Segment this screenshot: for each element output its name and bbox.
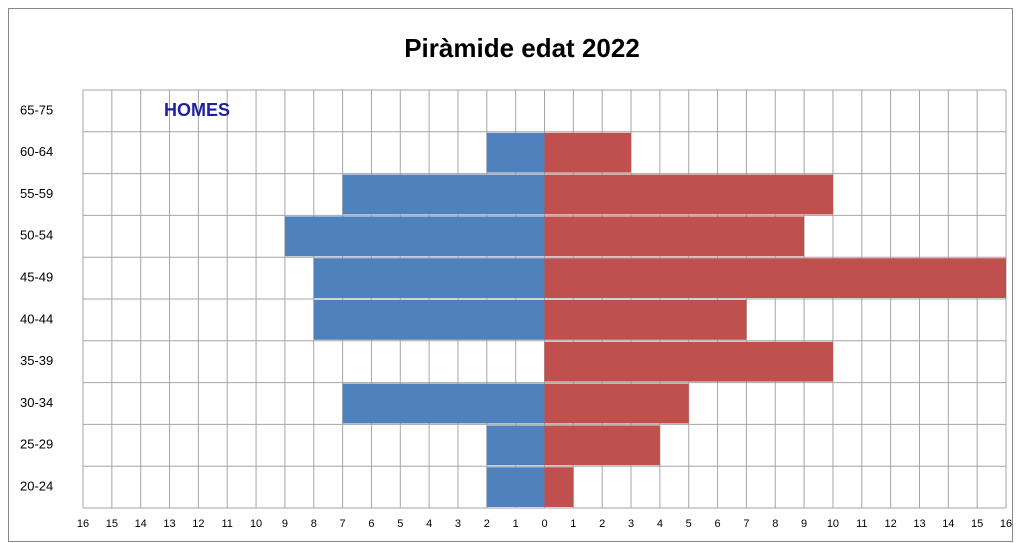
x-tick-label: 1 bbox=[570, 518, 576, 530]
x-tick-label: 13 bbox=[913, 518, 925, 530]
x-tick-label: 12 bbox=[192, 518, 204, 530]
bar bbox=[544, 174, 833, 215]
x-tick-label: 2 bbox=[599, 518, 605, 530]
y-tick-label: 25-29 bbox=[20, 437, 53, 452]
y-tick-label: 35-39 bbox=[20, 353, 53, 368]
bar bbox=[313, 258, 545, 298]
x-tick-label: 5 bbox=[397, 518, 403, 530]
x-tick-label: 16 bbox=[77, 518, 89, 530]
x-tick-label: 15 bbox=[971, 518, 983, 530]
x-tick-label: 14 bbox=[135, 518, 147, 530]
x-tick-label: 3 bbox=[455, 518, 461, 530]
y-tick-label: 20-24 bbox=[20, 479, 53, 494]
x-tick-label: 11 bbox=[222, 518, 233, 530]
bar bbox=[544, 216, 805, 257]
bar bbox=[544, 300, 747, 340]
x-tick-label: 2 bbox=[484, 518, 490, 530]
x-tick-label: 7 bbox=[743, 518, 749, 530]
bar bbox=[544, 132, 632, 173]
bar bbox=[486, 425, 545, 466]
x-tick-label: 12 bbox=[885, 518, 897, 530]
chart-title: Piràmide edat 2022 bbox=[404, 33, 640, 63]
x-tick-label: 8 bbox=[772, 518, 778, 530]
x-tick-label: 10 bbox=[250, 518, 262, 530]
x-tick-label: 0 bbox=[541, 518, 547, 530]
y-tick-label: 65-75 bbox=[20, 102, 53, 117]
y-tick-label: 55-59 bbox=[20, 186, 53, 201]
x-tick-label: 6 bbox=[715, 518, 721, 530]
series-label: HOMES bbox=[164, 100, 230, 120]
x-tick-label: 9 bbox=[282, 518, 288, 530]
bar bbox=[342, 383, 545, 424]
x-tick-label: 15 bbox=[106, 518, 118, 530]
x-tick-label: 11 bbox=[856, 518, 867, 530]
x-tick-label: 10 bbox=[827, 518, 839, 530]
x-tick-label: 5 bbox=[686, 518, 692, 530]
bar bbox=[544, 467, 574, 507]
x-tick-label: 16 bbox=[1000, 518, 1012, 530]
bar bbox=[544, 258, 1006, 298]
x-tick-label: 1 bbox=[513, 518, 519, 530]
bar bbox=[313, 300, 545, 340]
y-tick-label: 30-34 bbox=[20, 395, 53, 410]
bar bbox=[284, 216, 545, 257]
x-tick-label: 7 bbox=[340, 518, 346, 530]
bar bbox=[544, 425, 660, 466]
x-tick-label: 4 bbox=[426, 518, 432, 530]
x-tick-label: 14 bbox=[942, 518, 954, 530]
x-tick-label: 4 bbox=[657, 518, 663, 530]
bar bbox=[544, 383, 689, 424]
bar bbox=[486, 132, 545, 173]
x-tick-label: 6 bbox=[368, 518, 374, 530]
y-tick-label: 50-54 bbox=[20, 228, 53, 243]
bar bbox=[544, 341, 833, 382]
x-tick-label: 9 bbox=[801, 518, 807, 530]
bar bbox=[486, 467, 545, 507]
x-tick-label: 13 bbox=[163, 518, 175, 530]
x-tick-label: 8 bbox=[311, 518, 317, 530]
y-tick-label: 60-64 bbox=[20, 144, 53, 159]
bar bbox=[342, 174, 545, 215]
y-tick-label: 40-44 bbox=[20, 311, 53, 326]
y-tick-label: 45-49 bbox=[20, 270, 53, 285]
x-tick-label: 3 bbox=[628, 518, 634, 530]
